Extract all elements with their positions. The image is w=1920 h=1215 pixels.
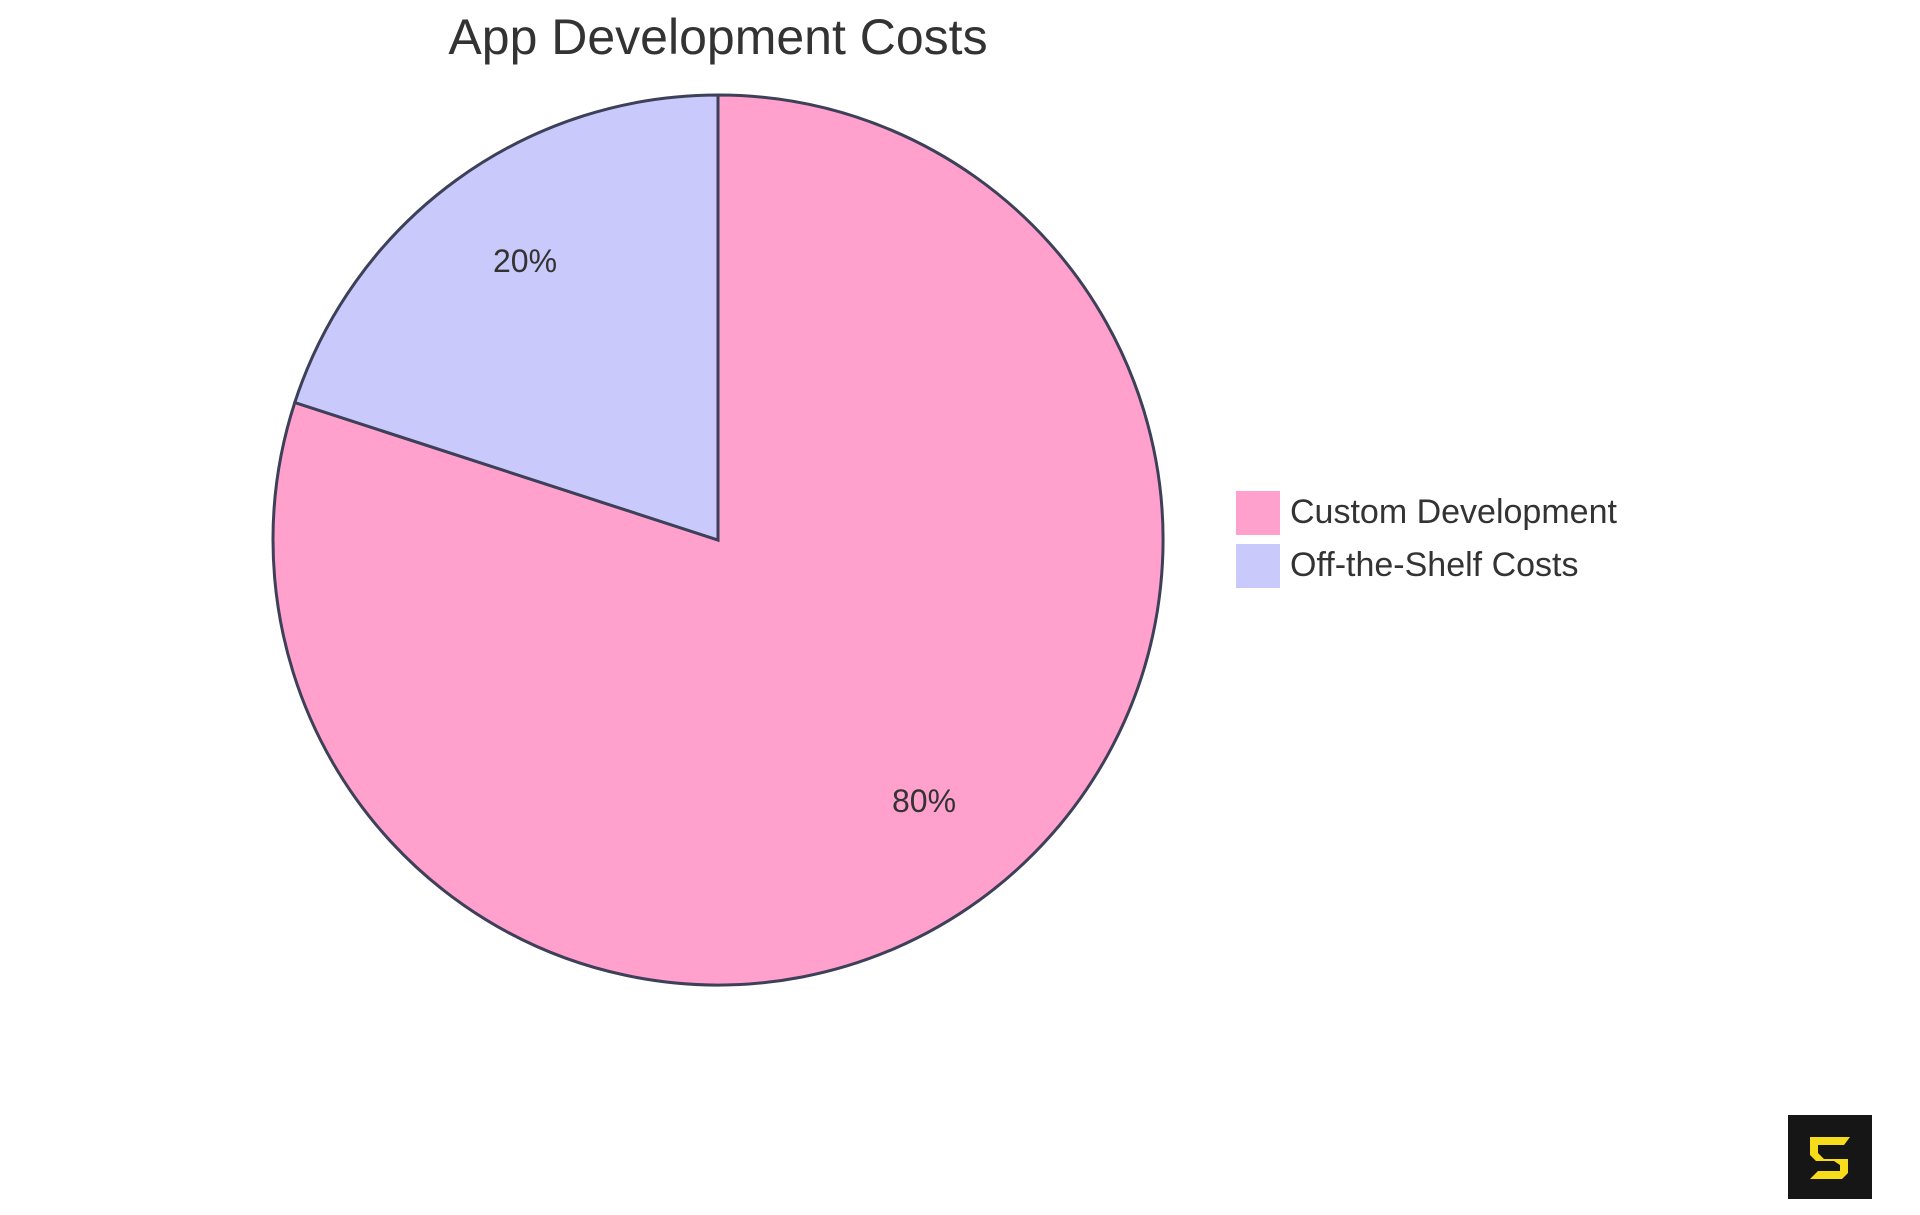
chart-title: App Development Costs	[448, 9, 988, 65]
legend-label: Off-the-Shelf Costs	[1290, 546, 1579, 584]
s-logo-icon	[1788, 1115, 1872, 1199]
legend-item-off-the-shelf[interactable]: Off-the-Shelf Costs	[1236, 539, 1617, 592]
slice-off-the-shelf[interactable]	[292, 93, 720, 543]
slice-label-off-the-shelf: 20%	[493, 243, 557, 279]
slice-label-custom: 80%	[892, 783, 956, 819]
legend-label: Custom Development	[1290, 493, 1617, 531]
legend: Custom Development Off-the-Shelf Costs	[1236, 486, 1617, 592]
legend-item-custom-development[interactable]: Custom Development	[1236, 486, 1617, 539]
legend-swatch-pink	[1236, 490, 1280, 535]
legend-swatch-lavender	[1236, 543, 1280, 588]
